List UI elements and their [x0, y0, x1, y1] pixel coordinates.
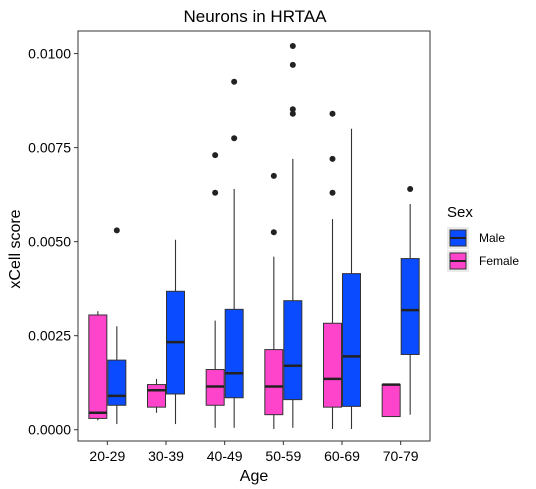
- box-body: [323, 322, 342, 408]
- legend-label-female: Female: [479, 254, 519, 268]
- outlier-point: [289, 61, 296, 68]
- outlier-point: [212, 189, 219, 196]
- x-tick-label: 30-39: [148, 448, 184, 464]
- box-male-30-39: [166, 239, 185, 425]
- box-female-60-69: [323, 110, 342, 429]
- outlier-point: [329, 110, 336, 117]
- box-body: [147, 384, 166, 408]
- x-tick-label: 50-59: [265, 448, 301, 464]
- y-tick-label: 0.0025: [28, 328, 71, 344]
- y-tick-label: 0.0000: [28, 422, 71, 438]
- box-male-60-69: [342, 128, 361, 429]
- box-male-40-49: [224, 78, 244, 428]
- outlier-point: [212, 152, 219, 159]
- x-tick-label: 20-29: [89, 448, 125, 464]
- box-body: [224, 308, 244, 399]
- x-tick-label: 40-49: [207, 448, 243, 464]
- legend: Sex Male Female: [447, 204, 519, 272]
- outlier-point: [270, 172, 277, 179]
- x-tick-label: 70-79: [383, 448, 419, 464]
- box-male-20-29: [107, 227, 127, 425]
- box-body: [381, 384, 401, 418]
- y-axis: 0.0000 0.0025 0.0050 0.0075 0.0100: [28, 46, 78, 438]
- outlier-point: [289, 43, 296, 50]
- outlier-point: [231, 78, 238, 85]
- box-female-70-79: [381, 383, 401, 418]
- box-female-20-29: [88, 311, 108, 421]
- box-body: [264, 349, 284, 416]
- y-tick-label: 0.0075: [28, 140, 71, 156]
- box-body: [88, 314, 108, 419]
- outlier-point: [270, 229, 277, 236]
- y-tick-label: 0.0050: [28, 234, 71, 250]
- y-axis-title: xCell score: [7, 209, 24, 288]
- y-tick-label: 0.0100: [28, 46, 71, 62]
- outlier-point: [329, 189, 336, 196]
- box-female-40-49: [205, 152, 225, 428]
- box-body: [342, 273, 361, 407]
- outlier-point: [289, 106, 296, 113]
- x-axis-title: Age: [240, 468, 269, 485]
- plot-panel: [77, 30, 431, 442]
- outlier-point: [407, 185, 414, 192]
- box-female-50-59: [264, 172, 284, 429]
- box-layer: [88, 43, 420, 429]
- outlier-point: [113, 227, 120, 234]
- outlier-point: [231, 135, 238, 142]
- box-body: [283, 300, 303, 401]
- x-axis: 20-29 30-39 40-49 50-59 60-69 70-79: [89, 441, 419, 464]
- box-body: [400, 258, 420, 355]
- box-male-70-79: [400, 185, 420, 415]
- legend-title: Sex: [447, 204, 473, 221]
- outlier-point: [329, 155, 336, 162]
- box-female-30-39: [147, 378, 166, 413]
- box-body: [107, 359, 127, 406]
- legend-label-male: Male: [479, 231, 505, 245]
- box-male-50-59: [283, 43, 303, 428]
- outlier-point: [289, 110, 296, 117]
- x-tick-label: 60-69: [324, 448, 360, 464]
- chart-title: Neurons in HRTAA: [184, 7, 328, 26]
